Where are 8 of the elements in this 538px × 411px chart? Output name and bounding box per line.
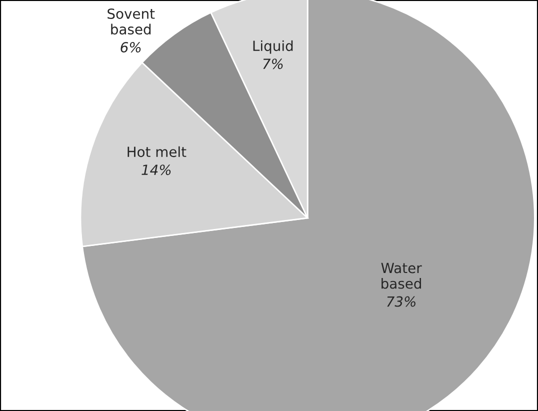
slice-label: Water based — [381, 262, 422, 289]
slice-label: Liquid — [253, 40, 293, 54]
data-label: 7% — [263, 58, 283, 70]
slice-label: Hot melt — [128, 146, 186, 158]
data-label: 73% — [387, 296, 416, 307]
slice-label: Sovent based — [108, 8, 155, 35]
data-label: 6% — [120, 42, 141, 53]
data-label: 14% — [142, 164, 171, 176]
